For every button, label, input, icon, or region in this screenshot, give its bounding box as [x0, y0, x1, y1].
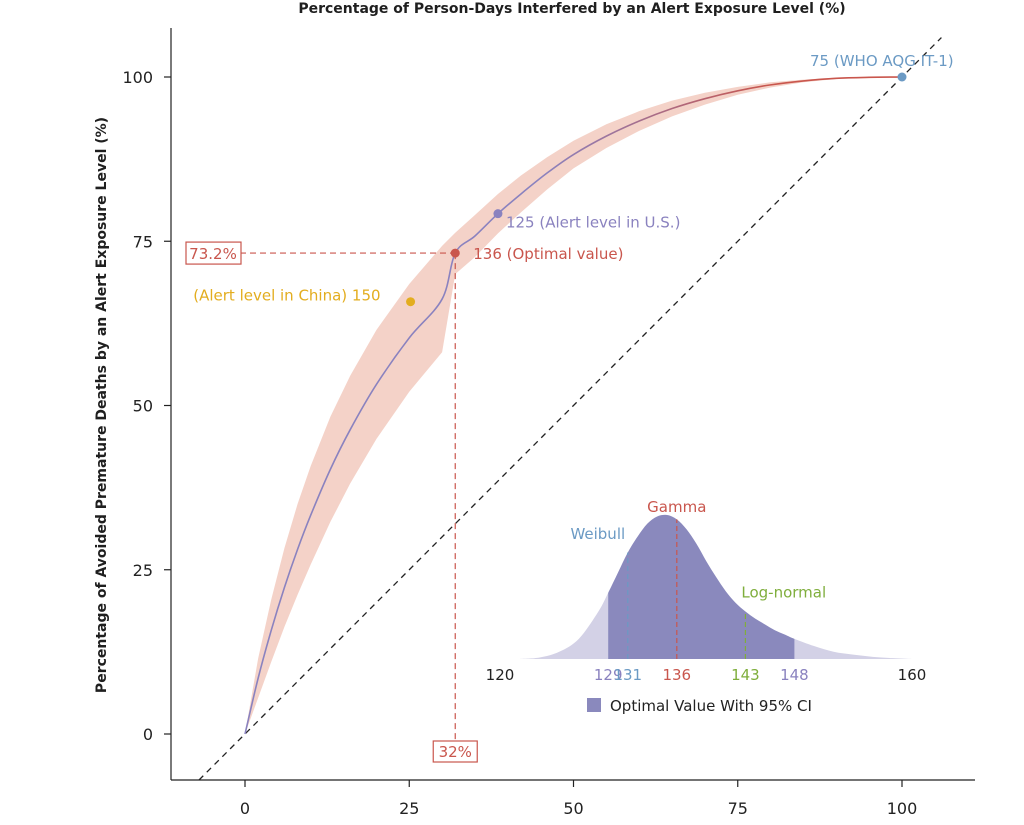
y-tick-label: 100	[122, 68, 153, 87]
point-who-aqg-it1-dot	[897, 72, 907, 82]
y-tick-label: 50	[133, 397, 153, 416]
x-tick-label: 25	[399, 799, 419, 818]
inset-x-start-label: 120	[486, 666, 515, 684]
optimal-y-label-box	[185, 241, 242, 265]
optimal-x-label-box	[432, 740, 478, 763]
x-tick-label: 100	[887, 799, 918, 818]
point-alert-china-dot	[406, 297, 416, 307]
point-optimal-label: 136 (Optimal value)	[473, 245, 623, 263]
y-tick-label: 25	[133, 561, 153, 580]
inset-value-label-129: 129	[594, 666, 623, 684]
inset-value-label-136: 136	[662, 666, 691, 684]
y-axis-label: Percentage of Avoided Premature Deaths b…	[94, 117, 110, 693]
point-optimal-dot	[450, 248, 460, 258]
inset-value-label-131: 131	[613, 666, 642, 684]
inset-value-label-148: 148	[780, 666, 809, 684]
inset-ci-area	[608, 514, 795, 659]
inset-value-label-143: 143	[731, 666, 760, 684]
point-alert-us-label: 125 (Alert level in U.S.)	[506, 214, 681, 232]
x-tick-label: 75	[728, 799, 748, 818]
x-tick-label: 0	[240, 799, 250, 818]
point-who-aqg-it1-label: 75 (WHO AQG IT-1)	[810, 52, 954, 70]
inset-x-end-label: 160	[898, 666, 927, 684]
point-alert-china-label: (Alert level in China) 150	[193, 287, 380, 305]
optimal-x-label: 32%	[439, 743, 472, 761]
y-tick-label: 75	[133, 232, 153, 251]
inset-gamma-label: Gamma	[647, 498, 706, 516]
inset-weibull-label: Weibull	[570, 525, 625, 543]
point-alert-us-dot	[493, 209, 503, 219]
confidence-band	[245, 77, 902, 734]
inset-legend-label: Optimal Value With 95% CI	[610, 697, 812, 715]
chart-title: Percentage of Person-Days Interfered by …	[298, 1, 845, 17]
inset-log-normal-label: Log-normal	[741, 583, 826, 601]
inset-legend-swatch	[587, 698, 601, 712]
x-tick-label: 50	[563, 799, 583, 818]
optimal-y-label: 73.2%	[189, 245, 237, 263]
y-tick-label: 0	[143, 725, 153, 744]
diagonal-reference-line	[198, 37, 942, 781]
